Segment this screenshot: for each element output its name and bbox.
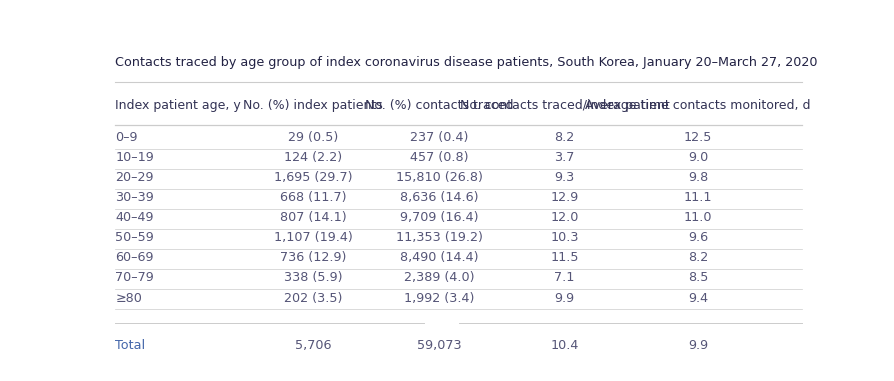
Text: 124 (2.2): 124 (2.2) <box>283 151 342 164</box>
Text: 1,107 (19.4): 1,107 (19.4) <box>274 231 352 244</box>
Text: 9.0: 9.0 <box>687 151 707 164</box>
Text: 11,353 (19.2): 11,353 (19.2) <box>396 231 483 244</box>
Text: No. (%) index patients: No. (%) index patients <box>243 99 383 112</box>
Text: 10.4: 10.4 <box>550 339 578 352</box>
Text: 736 (12.9): 736 (12.9) <box>280 251 346 264</box>
Text: 40–49: 40–49 <box>115 211 154 224</box>
Text: No. (%) contacts traced: No. (%) contacts traced <box>365 99 513 112</box>
Text: 10–19: 10–19 <box>115 151 154 164</box>
Text: 8.2: 8.2 <box>553 131 574 144</box>
Text: Total: Total <box>115 339 146 352</box>
Text: 5,706: 5,706 <box>294 339 331 352</box>
Text: 3.7: 3.7 <box>553 151 574 164</box>
Text: 457 (0.8): 457 (0.8) <box>410 151 468 164</box>
Text: 9,709 (16.4): 9,709 (16.4) <box>400 211 478 224</box>
Text: 9.9: 9.9 <box>553 291 574 304</box>
Text: 8.5: 8.5 <box>687 272 707 285</box>
Text: 50–59: 50–59 <box>115 231 154 244</box>
Text: 668 (11.7): 668 (11.7) <box>280 191 346 204</box>
Text: 7.1: 7.1 <box>553 272 574 285</box>
Text: 338 (5.9): 338 (5.9) <box>283 272 342 285</box>
Text: 9.9: 9.9 <box>687 339 707 352</box>
Text: 8.2: 8.2 <box>687 251 707 264</box>
Text: 20–29: 20–29 <box>115 171 154 184</box>
Text: ≥80: ≥80 <box>115 291 142 304</box>
Text: 12.5: 12.5 <box>683 131 712 144</box>
Text: 237 (0.4): 237 (0.4) <box>410 131 468 144</box>
Text: Average time contacts monitored, d: Average time contacts monitored, d <box>585 99 810 112</box>
Text: 8,636 (14.6): 8,636 (14.6) <box>400 191 478 204</box>
Text: 2,389 (4.0): 2,389 (4.0) <box>404 272 475 285</box>
Text: 60–69: 60–69 <box>115 251 154 264</box>
Text: 12.9: 12.9 <box>550 191 578 204</box>
Text: 9.8: 9.8 <box>687 171 707 184</box>
Text: 9.6: 9.6 <box>687 231 707 244</box>
Text: 1,992 (3.4): 1,992 (3.4) <box>404 291 475 304</box>
Text: 9.4: 9.4 <box>687 291 707 304</box>
Text: 59,073: 59,073 <box>417 339 461 352</box>
Text: 10.3: 10.3 <box>550 231 578 244</box>
Text: 9.3: 9.3 <box>553 171 574 184</box>
Text: 202 (3.5): 202 (3.5) <box>283 291 342 304</box>
Text: Contacts traced by age group of index coronavirus disease patients, South Korea,: Contacts traced by age group of index co… <box>115 56 817 69</box>
Text: 8,490 (14.4): 8,490 (14.4) <box>400 251 478 264</box>
Text: 12.0: 12.0 <box>550 211 578 224</box>
Text: No. contacts traced/index patient: No. contacts traced/index patient <box>460 99 669 112</box>
Text: 1,695 (29.7): 1,695 (29.7) <box>274 171 352 184</box>
Text: 807 (14.1): 807 (14.1) <box>280 211 346 224</box>
Text: Index patient age, y: Index patient age, y <box>115 99 240 112</box>
Text: 11.0: 11.0 <box>683 211 712 224</box>
Text: 11.5: 11.5 <box>550 251 578 264</box>
Text: 11.1: 11.1 <box>683 191 712 204</box>
Text: 30–39: 30–39 <box>115 191 154 204</box>
Text: 29 (0.5): 29 (0.5) <box>288 131 338 144</box>
Text: 0–9: 0–9 <box>115 131 138 144</box>
Text: 70–79: 70–79 <box>115 272 154 285</box>
Text: 15,810 (26.8): 15,810 (26.8) <box>396 171 483 184</box>
